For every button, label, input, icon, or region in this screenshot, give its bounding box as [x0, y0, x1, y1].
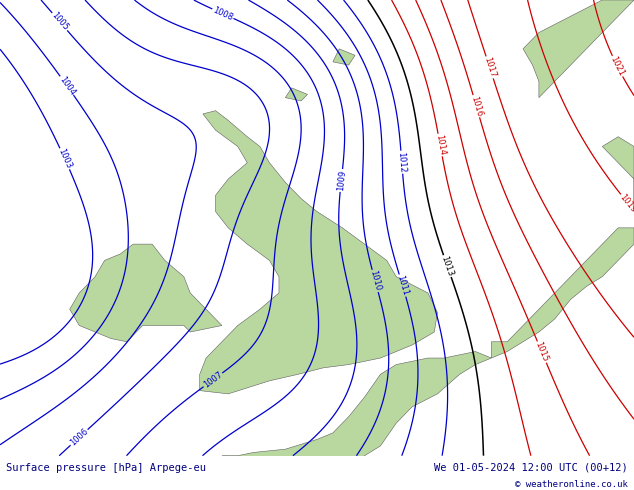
Polygon shape [602, 137, 634, 212]
Text: 1007: 1007 [202, 370, 224, 390]
Text: © weatheronline.co.uk: © weatheronline.co.uk [515, 480, 628, 490]
Polygon shape [200, 111, 437, 394]
Polygon shape [222, 351, 491, 472]
Text: 1009: 1009 [336, 170, 347, 192]
Text: 1021: 1021 [609, 55, 626, 77]
Text: 1014: 1014 [434, 134, 446, 156]
Text: 1019: 1019 [618, 193, 634, 214]
Text: 1003: 1003 [56, 147, 73, 170]
Polygon shape [285, 88, 307, 101]
Polygon shape [333, 49, 355, 65]
Text: 1011: 1011 [395, 274, 410, 297]
Text: 1013: 1013 [439, 255, 455, 277]
Polygon shape [523, 0, 634, 98]
Text: 1010: 1010 [368, 270, 382, 292]
Text: 1015: 1015 [534, 341, 550, 364]
Text: 1004: 1004 [57, 74, 77, 97]
Text: We 01-05-2024 12:00 UTC (00+12): We 01-05-2024 12:00 UTC (00+12) [434, 463, 628, 473]
Text: 1005: 1005 [49, 11, 70, 33]
Text: Surface pressure [hPa] Arpege-eu: Surface pressure [hPa] Arpege-eu [6, 463, 206, 473]
Polygon shape [491, 228, 634, 358]
Text: 1016: 1016 [469, 95, 484, 118]
Text: 1006: 1006 [68, 427, 90, 448]
Text: 1008: 1008 [211, 5, 235, 22]
Text: 1017: 1017 [482, 56, 497, 79]
Text: 1012: 1012 [396, 151, 407, 173]
Polygon shape [70, 244, 222, 342]
